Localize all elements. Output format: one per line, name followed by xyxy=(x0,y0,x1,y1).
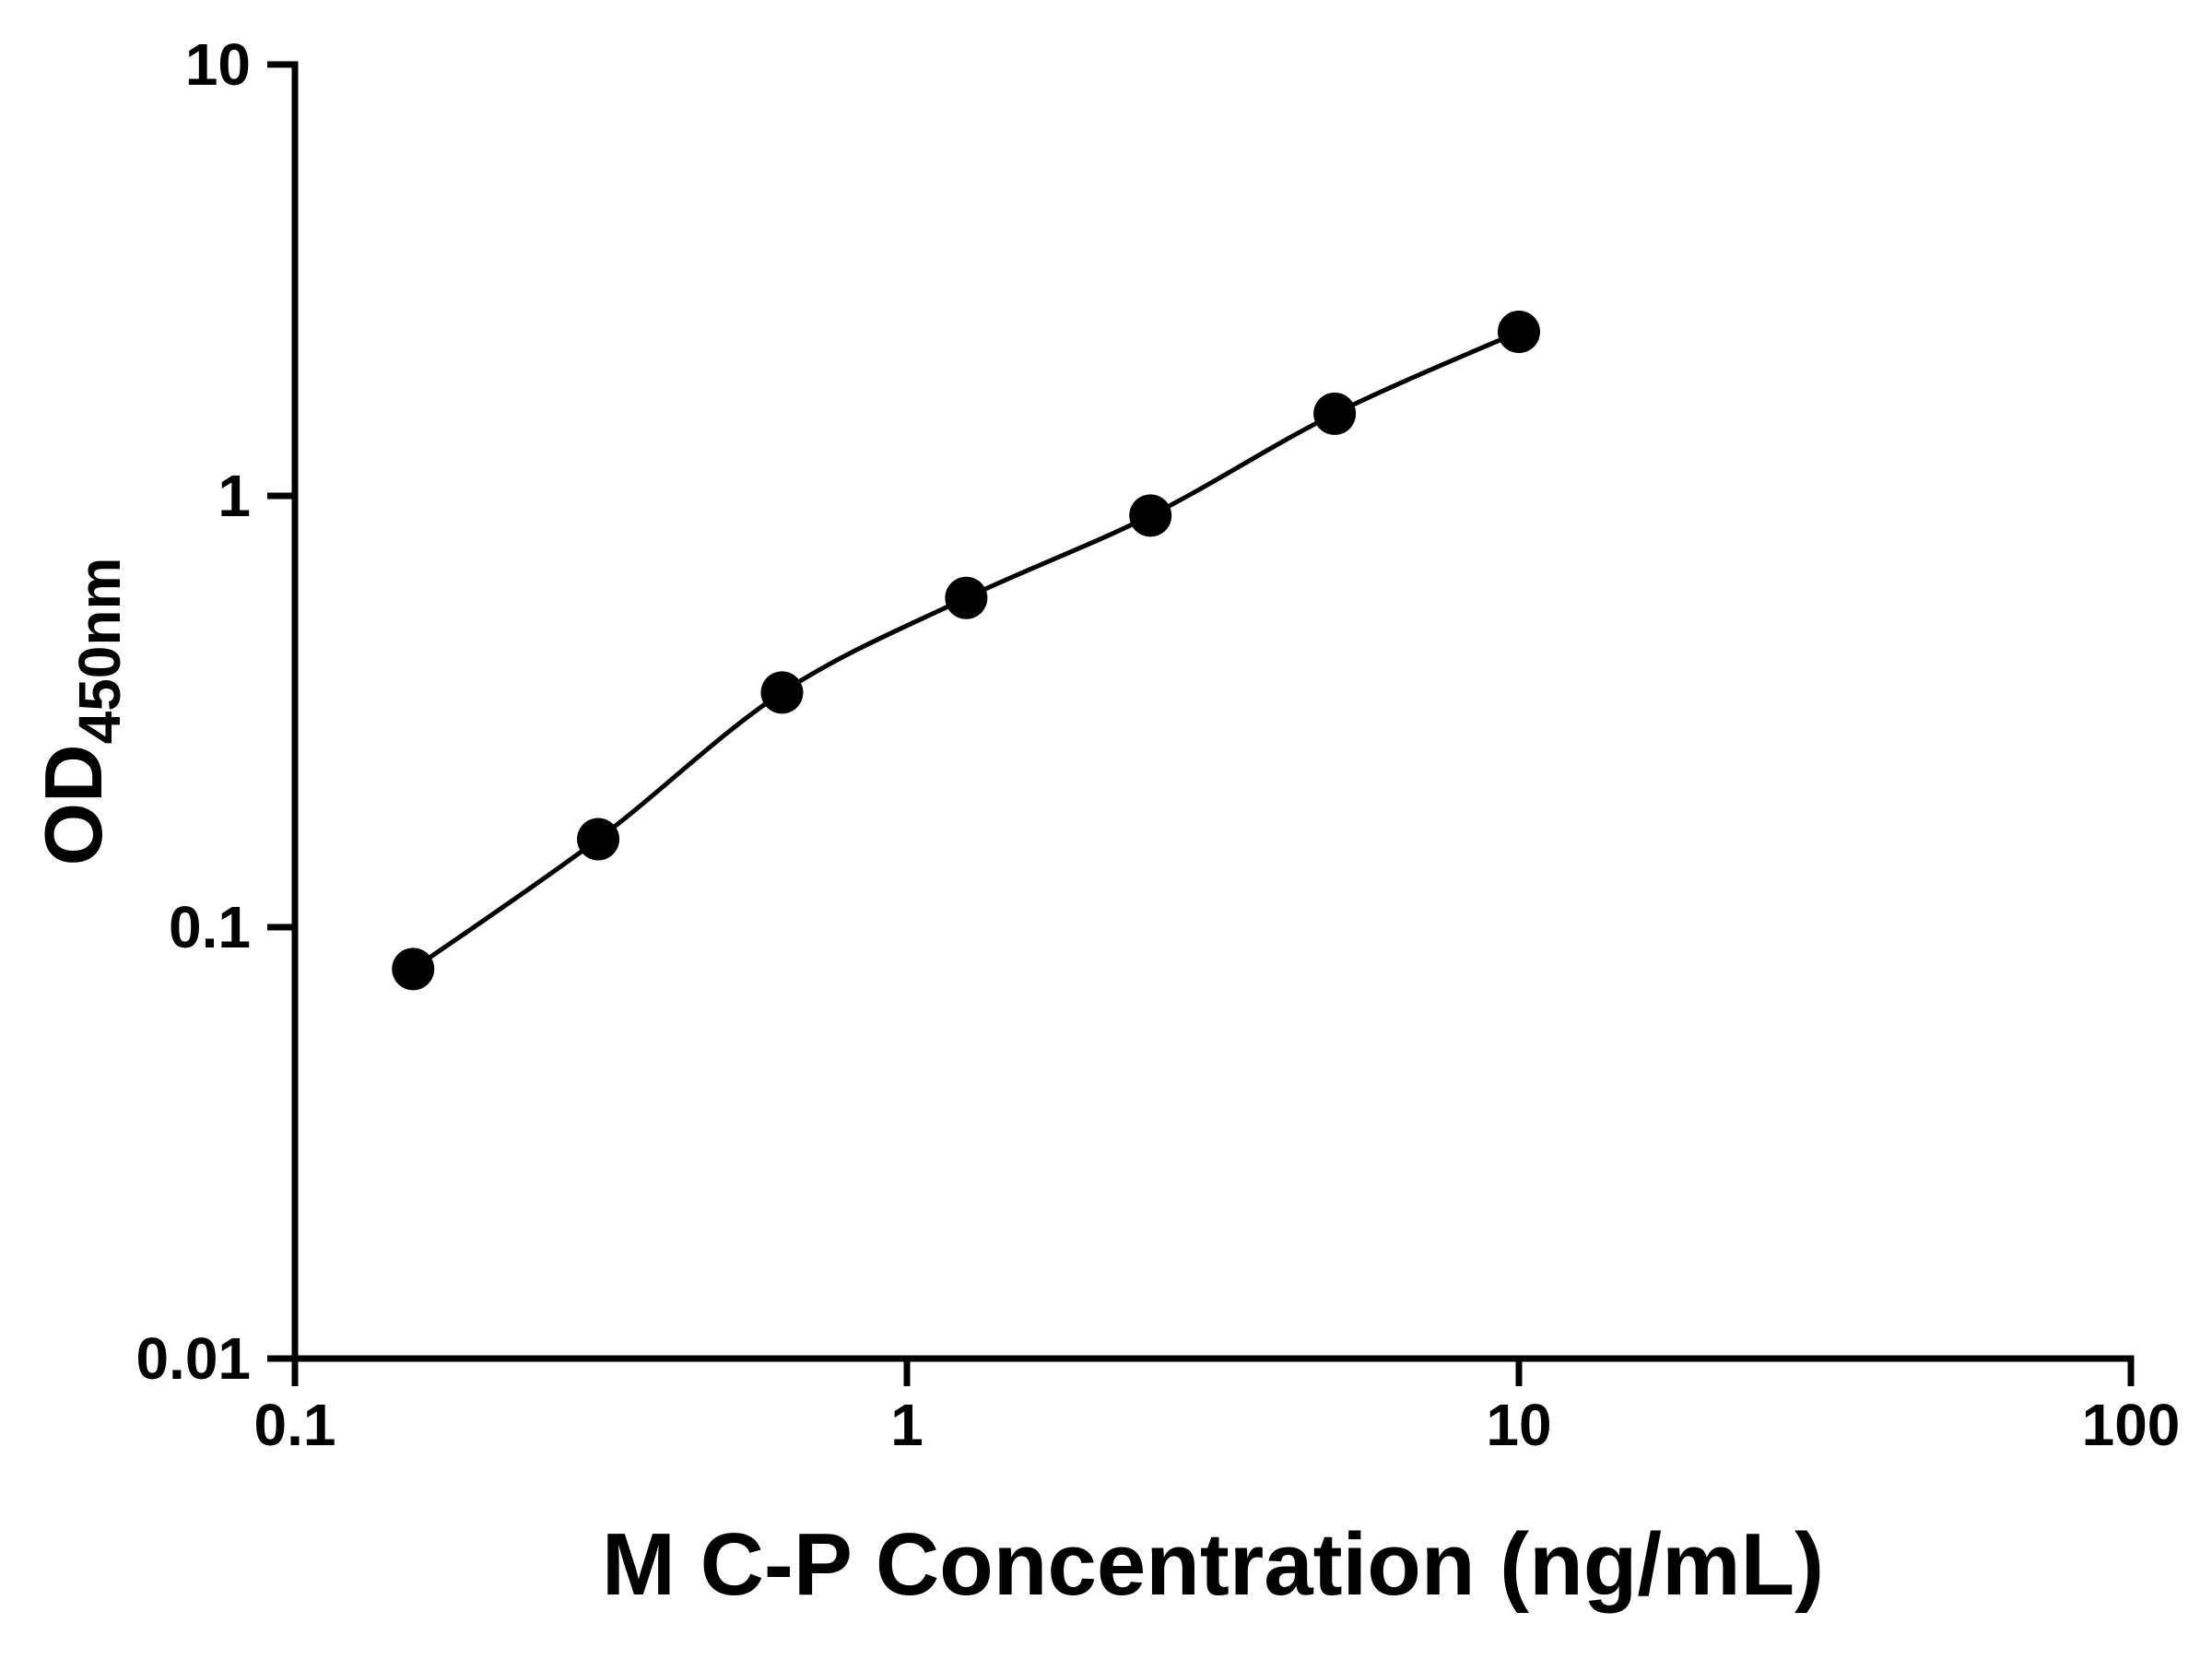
y-axis-title: OD450nm xyxy=(28,558,133,866)
curve-line xyxy=(411,329,1521,971)
data-point xyxy=(1498,311,1540,354)
x-axis-title: M C-P Concentration (ng/mL) xyxy=(602,1515,1824,1614)
data-point xyxy=(392,947,435,991)
axis-spine xyxy=(291,61,2135,1362)
x-tick-label: 10 xyxy=(1486,1392,1551,1458)
data-point xyxy=(760,671,804,714)
y-tick-label: 1 xyxy=(218,463,251,529)
data-point xyxy=(1313,392,1357,435)
data-point xyxy=(1129,494,1172,537)
y-tick-label: 0.1 xyxy=(169,894,251,960)
data-point xyxy=(945,576,988,619)
x-tick-label: 0.1 xyxy=(254,1392,336,1458)
data-point xyxy=(577,818,620,861)
y-tick-label: 10 xyxy=(185,31,251,98)
x-tick-label: 1 xyxy=(890,1392,924,1458)
x-tick-label: 100 xyxy=(2082,1392,2181,1458)
y-tick-label: 0.01 xyxy=(135,1325,251,1392)
